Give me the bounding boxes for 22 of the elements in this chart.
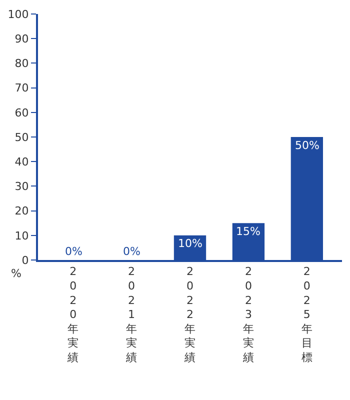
- x-tick-label: 2021年実績: [125, 265, 138, 364]
- y-tick-label: 60: [14, 106, 29, 120]
- x-tick-label: 2023年実績: [242, 265, 254, 364]
- data-label: 0%: [65, 245, 82, 258]
- y-tick-label: 70: [14, 82, 29, 95]
- data-label: 0%: [123, 245, 140, 258]
- x-tick-label: 2022年実績: [184, 265, 196, 364]
- data-label: 50%: [295, 139, 320, 152]
- y-tick-label: 30: [14, 180, 29, 194]
- x-tick-label: 2020年実績: [66, 265, 79, 364]
- y-tick-label: 40: [14, 155, 29, 168]
- y-tick-label: 100: [8, 8, 29, 21]
- y-axis-title: %: [11, 267, 22, 280]
- y-tick-label: 80: [14, 57, 29, 70]
- y-tick-label: 10: [14, 229, 29, 242]
- y-tick-label: 90: [14, 32, 29, 46]
- y-tick-label: 20: [14, 204, 29, 218]
- x-tick-label: 2025年目標: [301, 265, 312, 364]
- data-label: 15%: [236, 225, 260, 238]
- y-tick-label: 50: [14, 130, 29, 144]
- data-label: 10%: [178, 237, 202, 250]
- y-tick-label: 0: [22, 254, 29, 267]
